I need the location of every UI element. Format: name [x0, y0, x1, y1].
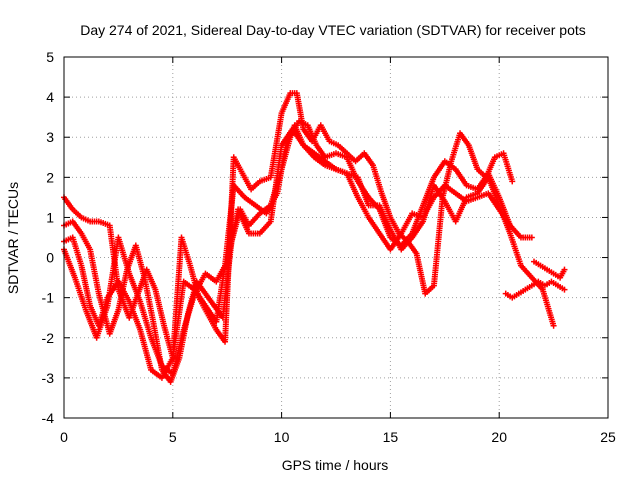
- x-tick-label: 5: [169, 429, 177, 445]
- y-tick-label: 5: [46, 49, 54, 65]
- tick-labels: 0 5 10 15 20 25 -4 -3 -2 -1 0 1 2 3 4 5: [42, 49, 616, 445]
- series-track-e: [502, 278, 568, 301]
- data-point: [528, 234, 535, 241]
- y-axis-label: SDTVAR / TECUs: [5, 182, 21, 294]
- data-point: [561, 286, 568, 293]
- data-point: [561, 266, 568, 273]
- y-tick-label: -1: [42, 290, 55, 306]
- y-tick-label: -3: [42, 370, 55, 386]
- y-tick-label: 2: [46, 169, 54, 185]
- y-tick-label: -2: [42, 330, 55, 346]
- y-tick-label: 0: [46, 250, 54, 266]
- y-tick-label: -4: [42, 410, 55, 426]
- y-tick-label: 3: [46, 129, 54, 145]
- y-tick-label: 1: [46, 209, 54, 225]
- data-point: [550, 322, 557, 329]
- x-tick-label: 15: [383, 429, 399, 445]
- series-track-d: [61, 126, 557, 377]
- data-points: [61, 90, 568, 385]
- series-track-f: [531, 258, 568, 281]
- x-axis-label: GPS time / hours: [282, 457, 389, 473]
- x-tick-label: 10: [274, 429, 290, 445]
- x-tick-label: 0: [60, 429, 68, 445]
- grid-lines: [64, 57, 608, 418]
- plot-frame: [63, 56, 609, 419]
- chart-title: Day 274 of 2021, Sidereal Day-to-day VTE…: [80, 22, 586, 38]
- y-tick-label: 4: [46, 89, 54, 105]
- data-point: [509, 178, 516, 185]
- x-tick-label: 20: [491, 429, 507, 445]
- x-tick-label: 25: [600, 429, 616, 445]
